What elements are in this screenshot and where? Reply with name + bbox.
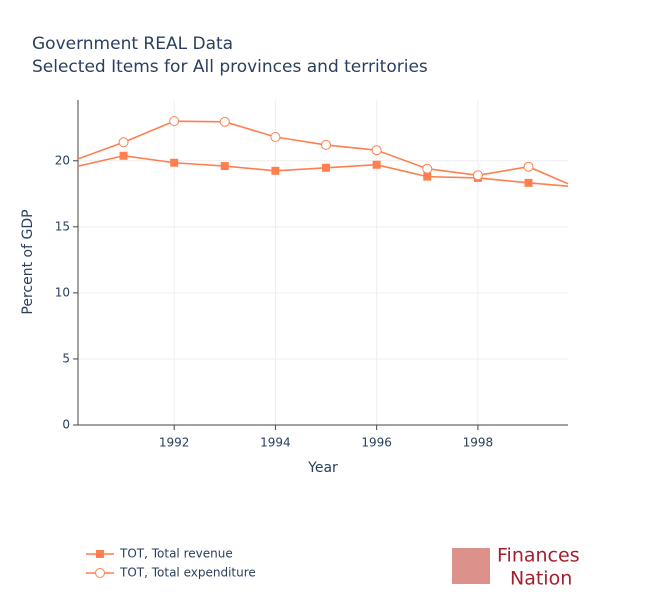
marker <box>371 145 382 156</box>
legend-marker <box>96 550 104 558</box>
marker <box>523 161 534 172</box>
y-tick-label: 20 <box>55 153 70 167</box>
plot-area <box>69 116 584 193</box>
marker <box>69 163 77 171</box>
marker <box>321 139 332 150</box>
marker <box>575 183 583 191</box>
chart-subtitle: Selected Items for All provinces and ter… <box>32 57 428 77</box>
marker <box>220 162 229 171</box>
logo-icon <box>452 548 490 584</box>
legend-label: TOT, Total revenue <box>119 547 233 561</box>
marker <box>423 172 432 181</box>
x-tick-label: 1998 <box>463 436 494 450</box>
marker <box>118 137 129 148</box>
marker <box>422 163 433 174</box>
marker <box>372 160 381 169</box>
x-axis-title: Year <box>307 460 338 476</box>
y-tick-label: 0 <box>62 418 70 432</box>
x-tick-label: 1992 <box>159 436 190 450</box>
series-line <box>78 120 568 185</box>
logo: Finances Nation <box>452 545 580 590</box>
marker <box>169 116 180 127</box>
marker <box>322 163 331 172</box>
chart-title: Government REAL Data <box>32 34 233 54</box>
y-tick-label: 10 <box>55 285 70 299</box>
marker <box>170 158 179 167</box>
logo-text: Finances <box>497 545 580 567</box>
legend-label: TOT, Total expenditure <box>119 566 256 580</box>
marker <box>219 116 230 127</box>
logo-text: Nation <box>510 568 572 590</box>
y-tick-label: 15 <box>55 219 70 233</box>
marker <box>575 184 584 193</box>
marker <box>524 178 533 187</box>
x-tick-label: 1996 <box>361 436 392 450</box>
marker <box>119 151 128 160</box>
marker <box>472 170 483 181</box>
y-axis-title: Percent of GDP <box>20 209 36 314</box>
legend-marker <box>95 568 105 578</box>
marker <box>271 166 280 175</box>
y-tick-label: 5 <box>62 351 70 365</box>
marker <box>270 131 281 142</box>
x-tick-label: 1994 <box>260 436 291 450</box>
